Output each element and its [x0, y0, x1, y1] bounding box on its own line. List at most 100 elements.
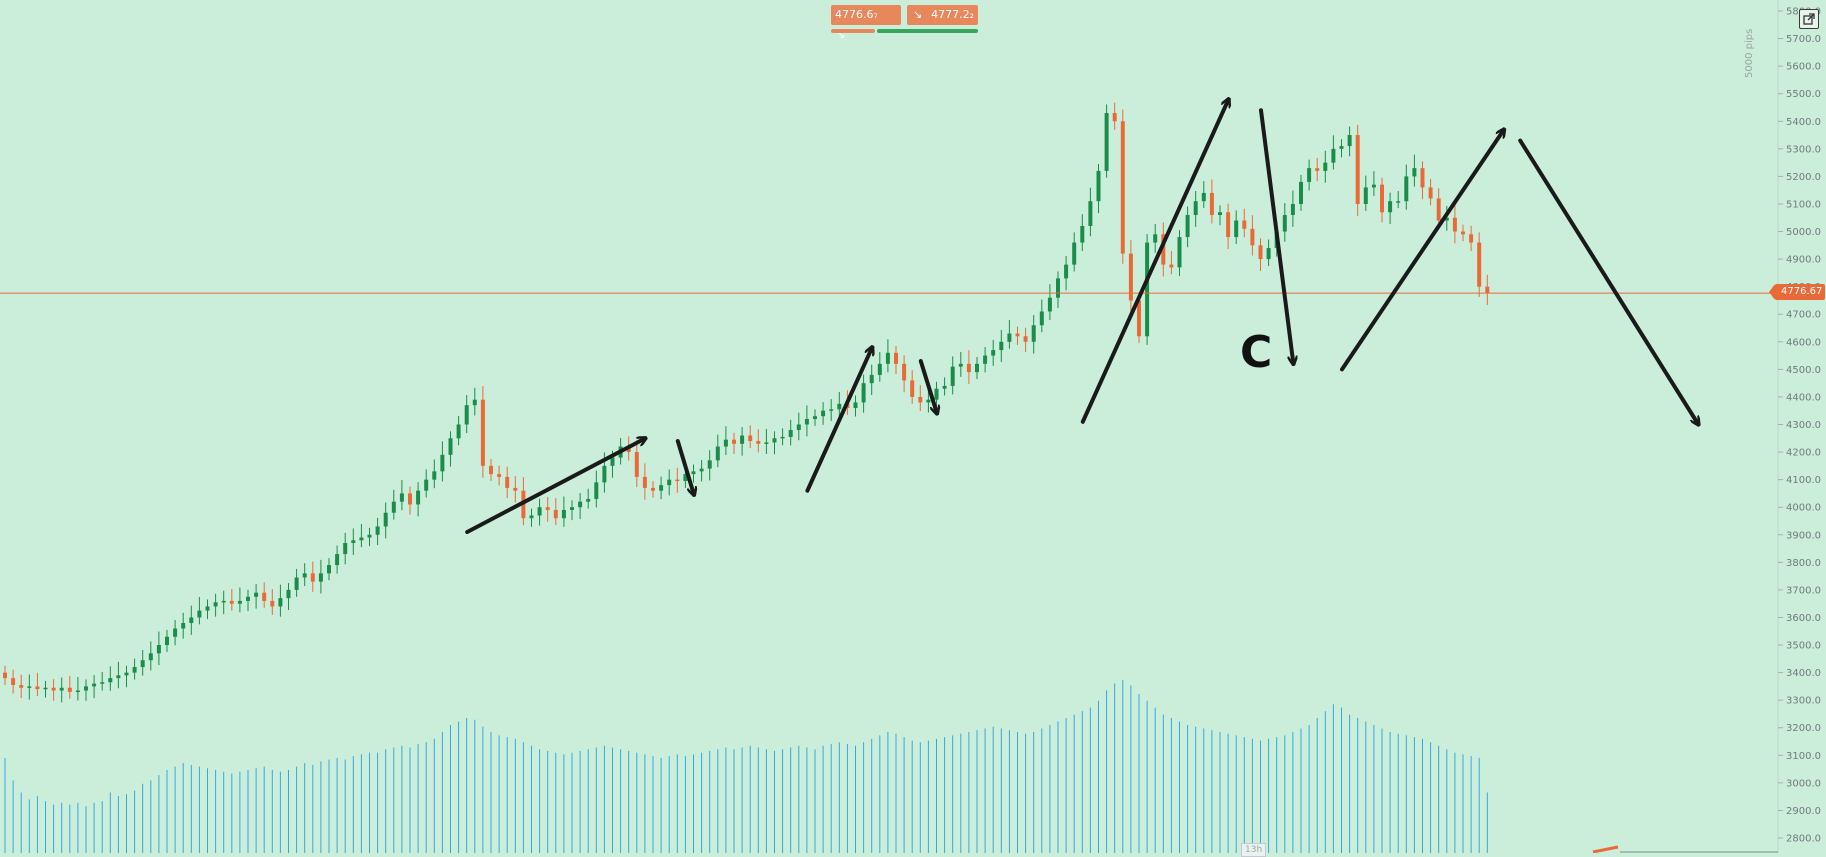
candle-body	[1250, 228, 1255, 246]
candle-body	[561, 509, 566, 519]
candle-body	[408, 493, 412, 505]
candle-body	[1015, 333, 1020, 337]
candle-body	[1226, 212, 1231, 238]
wave-arrow[interactable]	[918, 359, 937, 413]
wave-arrow[interactable]	[1259, 108, 1293, 364]
current-price-tag: 4776.67	[1768, 284, 1826, 300]
candle-body	[699, 468, 704, 472]
price-tick-label: 5200.0	[1786, 172, 1821, 183]
sell-price: 4776.6₇	[835, 8, 878, 21]
candle-body	[780, 436, 785, 439]
candle-body	[796, 424, 801, 431]
candle-body	[11, 678, 16, 686]
candle-body	[189, 617, 194, 623]
candle-body	[691, 471, 696, 475]
wave-arrow[interactable]	[805, 347, 872, 493]
candle-body	[1023, 336, 1028, 342]
candle-body	[1461, 231, 1465, 235]
candle-body	[586, 498, 591, 502]
wave-arrow[interactable]	[1080, 99, 1229, 424]
candle-body	[1072, 242, 1077, 265]
candle-body	[464, 405, 469, 425]
candle-body	[1452, 217, 1457, 232]
candle-body	[1299, 181, 1303, 204]
price-tick-label: 4700.0	[1786, 310, 1821, 321]
candle-body	[197, 610, 202, 618]
candle-body	[1104, 112, 1109, 171]
candle-body	[740, 435, 745, 444]
candle-body	[1064, 264, 1069, 279]
candle-body	[359, 537, 364, 541]
sell-volume-bar	[831, 29, 875, 33]
candle-body	[270, 600, 275, 607]
candle-body	[942, 385, 947, 389]
candle-body	[432, 471, 437, 480]
candle-body	[1412, 168, 1417, 177]
candle-body	[108, 678, 113, 683]
corner-mark	[1592, 845, 1619, 854]
candle-body	[885, 352, 890, 364]
candle-body	[1096, 170, 1101, 202]
expand-button[interactable]	[1799, 9, 1819, 29]
candle-body	[27, 686, 32, 688]
candle-body	[424, 479, 429, 491]
sell-button[interactable]: 4776.6₇ ↘	[831, 5, 901, 41]
candle-body	[1485, 286, 1490, 294]
candle-body	[1047, 297, 1052, 312]
buy-button[interactable]: ↘ 4777.2₂	[907, 5, 978, 25]
candle-body	[926, 399, 931, 403]
wave-arrow[interactable]	[1340, 130, 1504, 372]
candle-body	[497, 474, 502, 477]
price-tick-label: 5600.0	[1786, 62, 1821, 73]
candle-body	[772, 438, 777, 443]
candle-body	[918, 396, 923, 403]
candle-body	[1339, 146, 1344, 149]
candle-body	[1177, 237, 1182, 268]
candle-body	[610, 457, 615, 466]
candle-body	[278, 598, 283, 607]
candle-body	[1145, 242, 1150, 337]
price-tick-label: 3800.0	[1786, 558, 1821, 569]
arrow-down-right-icon: ↘	[912, 8, 923, 21]
candle-body	[156, 645, 161, 654]
candle-body	[513, 487, 518, 491]
expand-icon	[1803, 13, 1815, 25]
candle-body	[440, 454, 445, 472]
candle-body	[1242, 220, 1247, 229]
candle-body	[1128, 253, 1133, 301]
candle-body	[821, 410, 826, 417]
candle-body	[1080, 226, 1085, 243]
candle-body	[3, 672, 7, 679]
price-tick-label: 4300.0	[1786, 420, 1821, 431]
candle-body	[140, 660, 145, 668]
candle-body	[246, 596, 250, 601]
price-tick-label: 4200.0	[1786, 448, 1821, 459]
candle-body	[416, 490, 421, 505]
wave-arrow[interactable]	[1518, 138, 1698, 425]
candles	[3, 102, 1490, 703]
candle-body	[237, 600, 242, 604]
candle-body	[707, 460, 712, 469]
candle-body	[310, 573, 315, 582]
price-scale[interactable]: 5800.05700.05600.05500.05400.05300.05200…	[1778, 7, 1821, 845]
candle-body	[472, 399, 477, 406]
price-tick-label: 4000.0	[1786, 503, 1821, 514]
price-tick-label: 5100.0	[1786, 199, 1821, 210]
price-tick-label: 5300.0	[1786, 144, 1821, 155]
price-tick-label: 3200.0	[1786, 723, 1821, 734]
candle-body	[578, 501, 583, 508]
candle-body	[1363, 187, 1368, 204]
wave-arrow[interactable]	[465, 438, 645, 535]
wave-arrow[interactable]	[675, 439, 694, 495]
candle-body	[877, 363, 882, 375]
candle-body	[553, 509, 558, 519]
arrow-down-right-icon: ↘	[836, 28, 846, 41]
candle-body	[934, 388, 939, 400]
candle-body	[804, 418, 809, 425]
candle-body	[1218, 212, 1222, 215]
candle-body	[132, 667, 137, 673]
candle-body	[92, 683, 97, 687]
candle-body	[391, 501, 396, 513]
